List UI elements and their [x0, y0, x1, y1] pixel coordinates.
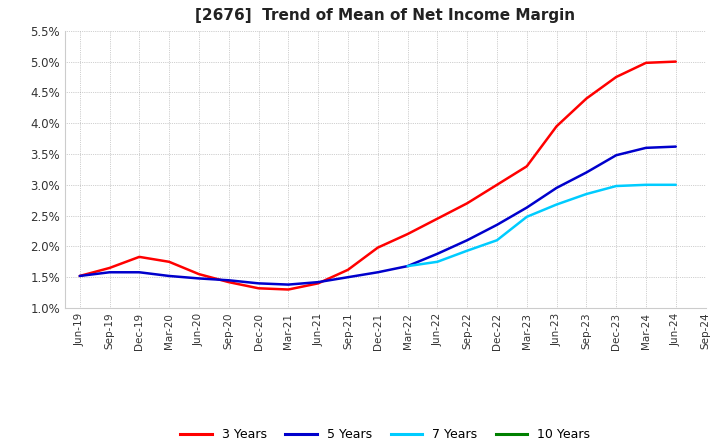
3 Years — [165, 259, 174, 264]
5 Years — [165, 273, 174, 279]
5 Years — [225, 278, 233, 283]
3 Years — [463, 201, 472, 206]
5 Years — [194, 276, 203, 281]
3 Years — [672, 59, 680, 64]
Title: [2676]  Trend of Mean of Net Income Margin: [2676] Trend of Mean of Net Income Margi… — [195, 7, 575, 23]
5 Years — [582, 170, 590, 175]
3 Years — [612, 74, 621, 80]
7 Years — [612, 183, 621, 189]
5 Years — [642, 145, 650, 150]
3 Years — [194, 271, 203, 277]
5 Years — [672, 144, 680, 149]
7 Years — [403, 264, 412, 269]
3 Years — [433, 216, 441, 221]
7 Years — [582, 191, 590, 197]
5 Years — [343, 275, 352, 280]
3 Years — [135, 254, 143, 260]
7 Years — [672, 182, 680, 187]
5 Years — [612, 153, 621, 158]
5 Years — [284, 282, 292, 287]
3 Years — [492, 182, 501, 187]
Line: 5 Years: 5 Years — [80, 147, 676, 285]
3 Years — [552, 124, 561, 129]
3 Years — [642, 60, 650, 66]
5 Years — [314, 279, 323, 285]
5 Years — [105, 270, 114, 275]
5 Years — [433, 251, 441, 257]
7 Years — [492, 238, 501, 243]
3 Years — [343, 267, 352, 272]
Line: 7 Years: 7 Years — [408, 185, 676, 266]
3 Years — [314, 281, 323, 286]
5 Years — [552, 185, 561, 191]
5 Years — [523, 205, 531, 210]
Legend: 3 Years, 5 Years, 7 Years, 10 Years: 3 Years, 5 Years, 7 Years, 10 Years — [176, 423, 595, 440]
7 Years — [642, 182, 650, 187]
3 Years — [582, 96, 590, 101]
5 Years — [403, 264, 412, 269]
7 Years — [463, 248, 472, 253]
5 Years — [374, 270, 382, 275]
3 Years — [403, 231, 412, 237]
3 Years — [105, 265, 114, 271]
3 Years — [523, 164, 531, 169]
5 Years — [135, 270, 143, 275]
3 Years — [284, 287, 292, 292]
3 Years — [225, 279, 233, 285]
Line: 3 Years: 3 Years — [80, 62, 676, 290]
3 Years — [76, 273, 84, 279]
5 Years — [463, 238, 472, 243]
5 Years — [76, 273, 84, 279]
7 Years — [523, 214, 531, 220]
5 Years — [492, 222, 501, 227]
7 Years — [552, 202, 561, 207]
5 Years — [254, 281, 263, 286]
3 Years — [254, 286, 263, 291]
7 Years — [433, 259, 441, 264]
3 Years — [374, 245, 382, 250]
